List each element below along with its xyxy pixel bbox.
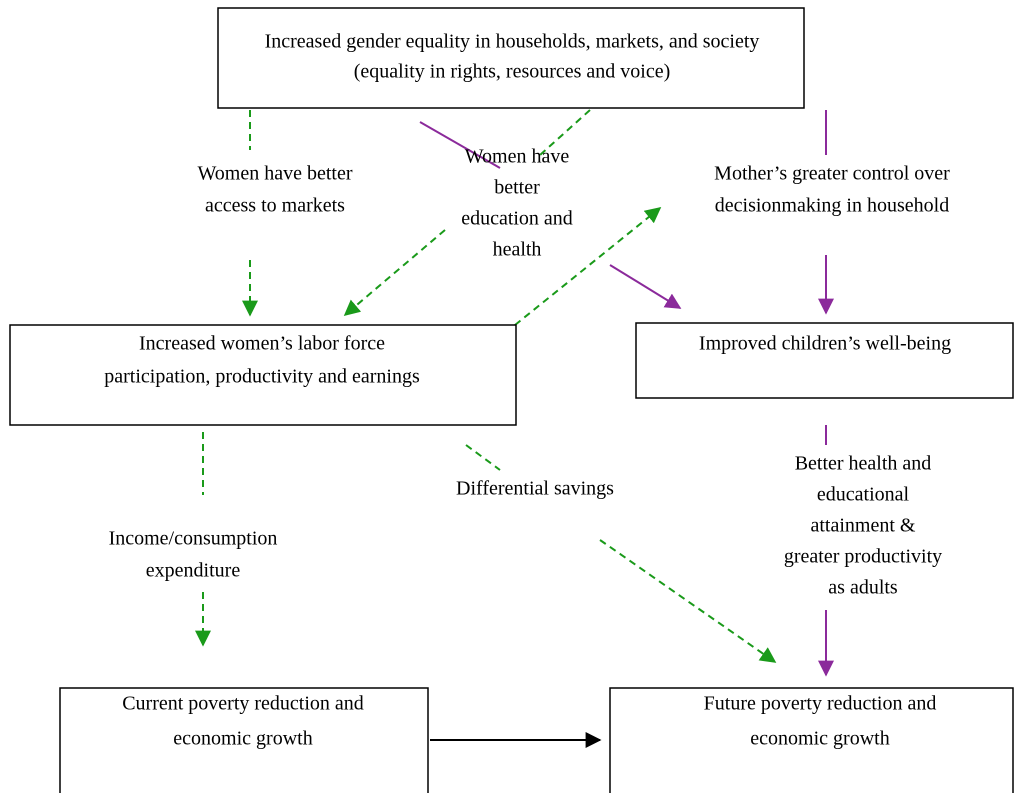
edge-label: Differential savings xyxy=(456,478,614,500)
edge-label: as adults xyxy=(828,577,898,599)
arrow xyxy=(465,444,501,471)
node-label: participation, productivity and earnings xyxy=(104,366,420,388)
edge-label: educational xyxy=(817,484,910,506)
node-box xyxy=(9,324,517,426)
edge-label: education and xyxy=(461,208,573,230)
edge-label: Women have better xyxy=(198,163,353,185)
node-label: Increased gender equality in households,… xyxy=(265,31,760,53)
edge-label: greater productivity xyxy=(784,546,942,568)
node-label: economic growth xyxy=(173,728,312,750)
edge-label: Better health and xyxy=(795,453,932,475)
edge-label: better xyxy=(494,177,540,199)
node-box xyxy=(59,687,429,793)
node-label: Increased women’s labor force xyxy=(139,333,385,355)
edge-label: health xyxy=(493,239,542,261)
node-label: Improved children’s well-being xyxy=(699,333,951,355)
node-label: (equality in rights, resources and voice… xyxy=(354,61,671,83)
arrow xyxy=(599,539,777,663)
node-box xyxy=(609,687,1014,793)
arrow xyxy=(419,121,501,169)
edge-label: Women have xyxy=(465,146,570,168)
edge-label: access to markets xyxy=(205,195,345,217)
edge-label: expenditure xyxy=(146,560,241,582)
edge-label: Mother’s greater control over xyxy=(714,163,950,185)
edge-label: Income/consumption xyxy=(109,528,278,550)
arrows xyxy=(195,109,834,748)
node-box xyxy=(635,322,1014,399)
node-label: economic growth xyxy=(750,728,889,750)
edge-label: decisionmaking in household xyxy=(715,195,949,217)
labels: Increased gender equality in households,… xyxy=(104,31,951,750)
arrow xyxy=(343,229,446,317)
node-box xyxy=(217,7,805,109)
edge-label: attainment & xyxy=(811,515,916,537)
arrow xyxy=(609,264,682,309)
node-label: Current poverty reduction and xyxy=(122,693,364,715)
node-label: Future poverty reduction and xyxy=(704,693,937,715)
